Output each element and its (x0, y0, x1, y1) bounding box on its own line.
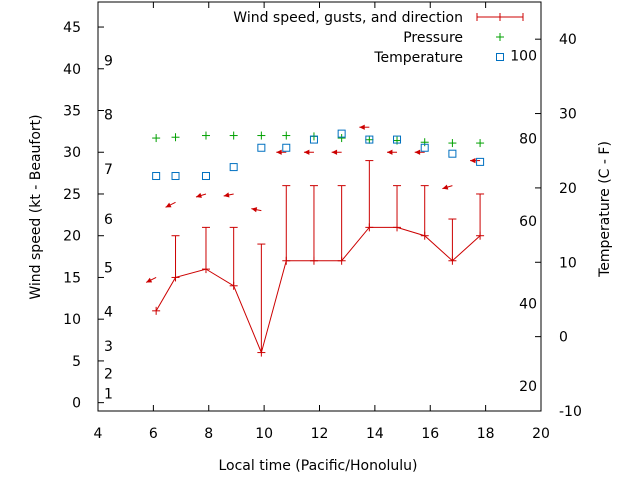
beaufort-label: 1 (104, 386, 113, 402)
x-tick-label: 10 (255, 426, 273, 442)
temperature-point (476, 157, 485, 166)
temperature-point (152, 172, 161, 181)
series-layer (145, 124, 485, 357)
y-tick-label: 40 (63, 62, 81, 78)
beaufort-label: 4 (104, 305, 113, 321)
x-tick-label: 12 (311, 426, 329, 442)
y-tick-label: 25 (63, 187, 81, 203)
legend-label: Temperature (373, 50, 463, 66)
temperature-point (282, 143, 291, 152)
wind-speed-line (155, 226, 481, 355)
fahrenheit-label: 40 (519, 297, 537, 313)
x-tick-label: 16 (421, 426, 439, 442)
y2-axis-label: Temperature (C - F) (597, 141, 613, 278)
y-tick-label: 20 (63, 229, 81, 245)
legend-label: Pressure (403, 30, 463, 46)
beaufort-label: 8 (104, 108, 113, 124)
x-tick-label: 20 (532, 426, 550, 442)
temperature-point (393, 135, 402, 144)
fahrenheit-label: 60 (519, 214, 537, 230)
x-axis-label: Local time (Pacific/Honolulu) (218, 458, 417, 474)
x-tick-label: 18 (477, 426, 495, 442)
plot-frame (97, 1, 542, 412)
wind-direction-arrowhead (442, 184, 449, 190)
wind-direction-arrowhead (146, 277, 153, 283)
wind-direction-arrowhead (470, 157, 476, 164)
temperature-point (448, 149, 457, 158)
wind-direction-arrowhead (276, 149, 282, 155)
y2-tick-label: 40 (559, 32, 577, 48)
x-tick-label: 4 (94, 426, 103, 442)
y-tick-label: 15 (63, 270, 81, 286)
temperature-point (365, 135, 374, 144)
legend: Wind speed, gusts, and direction Pressure… (233, 10, 524, 66)
wind-direction-arrowhead (165, 202, 172, 208)
y-tick-label: 35 (63, 104, 81, 120)
beaufort-label: 7 (104, 162, 113, 178)
wind-direction-arrowhead (359, 124, 365, 130)
legend-label: Wind speed, gusts, and direction (233, 10, 463, 26)
y-tick-label: 0 (72, 396, 81, 412)
temperature-point (337, 129, 346, 138)
axis-ticks: 4 6 8 10 12 14 16 18 200510152025303540451234567… (63, 2, 582, 442)
y-tick-label: 10 (63, 312, 81, 328)
beaufort-label: 6 (104, 212, 113, 228)
wind-direction-arrowhead (414, 149, 421, 155)
x-tick-label: 8 (204, 426, 213, 442)
fahrenheit-label: 80 (519, 131, 537, 147)
wind-direction-arrowhead (387, 149, 393, 155)
wind-direction-arrowhead (195, 192, 202, 198)
fahrenheit-label: 100 (510, 49, 537, 65)
x-tick-label: 6 (149, 426, 158, 442)
temperature-point (229, 163, 238, 172)
beaufort-label: 2 (104, 366, 113, 382)
temperature-point (257, 143, 266, 152)
wind-direction-arrowhead (303, 149, 310, 155)
temperature-point (420, 143, 429, 152)
y-tick-label: 45 (63, 20, 81, 36)
y2-tick-label: 20 (559, 181, 577, 197)
y2-tick-label: -10 (559, 404, 582, 420)
temperature-point (171, 172, 180, 181)
beaufort-label: 5 (104, 260, 113, 276)
temperature-point (309, 135, 318, 144)
y2-tick-label: 0 (559, 330, 568, 346)
beaufort-label: 3 (104, 339, 113, 355)
legend-swatch-square (496, 53, 504, 61)
y2-tick-label: 10 (559, 255, 577, 271)
y2-tick-label: 30 (559, 107, 577, 123)
beaufort-label: 9 (104, 53, 113, 69)
wind-direction-arrowhead (223, 192, 230, 198)
y-tick-label: 5 (72, 354, 81, 370)
fahrenheit-label: 20 (519, 379, 537, 395)
y-tick-label: 30 (63, 145, 81, 161)
y-axis-label: Wind speed (kt - Beaufort) (28, 114, 44, 299)
temperature-point (201, 172, 210, 181)
wind-direction-arrowhead (331, 149, 338, 155)
x-tick-label: 14 (366, 426, 384, 442)
wind-direction-arrowhead (251, 207, 258, 213)
